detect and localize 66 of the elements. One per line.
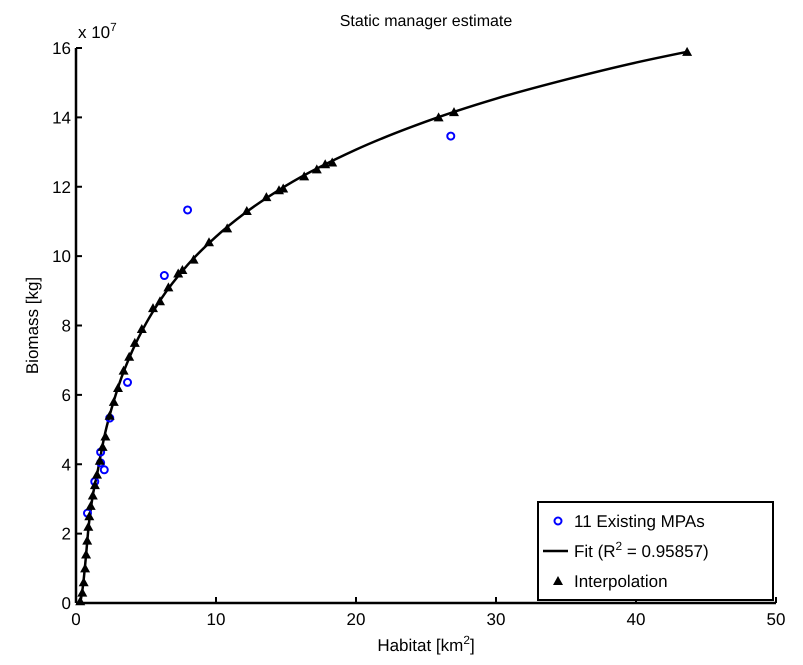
point <box>105 414 114 423</box>
chart-title: Static manager estimate <box>340 13 512 30</box>
point <box>75 596 86 606</box>
point <box>160 271 169 280</box>
point <box>446 132 456 141</box>
point <box>204 237 214 246</box>
y-tick-label: 8 <box>62 316 71 336</box>
point <box>312 164 322 174</box>
point <box>86 500 96 510</box>
x-tick-label: 20 <box>346 610 366 629</box>
point <box>96 458 106 468</box>
point <box>123 378 132 387</box>
point <box>90 477 100 486</box>
point <box>108 396 119 406</box>
point <box>90 480 100 490</box>
point <box>82 536 92 545</box>
point <box>183 205 192 214</box>
y-tick-label: 16 <box>52 39 71 58</box>
point <box>100 432 110 440</box>
y-tick-label: 14 <box>52 108 71 128</box>
y-tick-label: 2 <box>62 524 71 544</box>
y-tick-label: 0 <box>62 594 71 613</box>
point <box>113 382 123 392</box>
point <box>449 107 459 116</box>
x-tick-label: 30 <box>486 610 506 629</box>
point <box>104 410 115 420</box>
point <box>163 282 174 292</box>
point <box>92 470 102 479</box>
point <box>320 159 330 168</box>
y-tick-label: 4 <box>62 455 71 474</box>
x-tick-label: 50 <box>766 610 786 629</box>
point <box>100 465 109 474</box>
point <box>130 338 140 347</box>
point <box>242 206 252 216</box>
point <box>94 456 105 465</box>
point <box>434 112 444 122</box>
y-axis-title: Biomass [kg] <box>23 276 42 374</box>
point <box>682 46 692 56</box>
point <box>83 522 94 531</box>
point <box>81 549 92 558</box>
x-tick-label: 10 <box>206 610 226 629</box>
x-tick-label: 40 <box>626 610 646 629</box>
point <box>148 303 158 312</box>
text: x 10$^{7}$ <box>78 20 118 42</box>
point <box>188 254 199 264</box>
legend-label: 11 Existing MPAs <box>574 512 705 531</box>
legend-label: Interpolation <box>574 572 668 591</box>
y-tick-label: 12 <box>52 178 71 197</box>
point <box>96 448 106 457</box>
point <box>88 490 98 500</box>
point <box>98 442 108 451</box>
y-tick-label: 10 <box>52 247 71 266</box>
point <box>77 588 88 597</box>
point <box>136 324 147 333</box>
point <box>118 366 129 375</box>
point <box>261 192 272 202</box>
point <box>299 171 310 180</box>
legend-label: Fit (R$^{2}$ = 0.95857) <box>574 539 709 561</box>
x-axis-title: Habitat [km$^{2}$] <box>377 633 475 655</box>
point <box>84 511 94 520</box>
point <box>124 352 134 361</box>
y-tick-label: 6 <box>62 386 71 405</box>
point <box>327 157 338 166</box>
point <box>82 508 92 518</box>
point <box>222 223 232 232</box>
point <box>155 296 165 306</box>
